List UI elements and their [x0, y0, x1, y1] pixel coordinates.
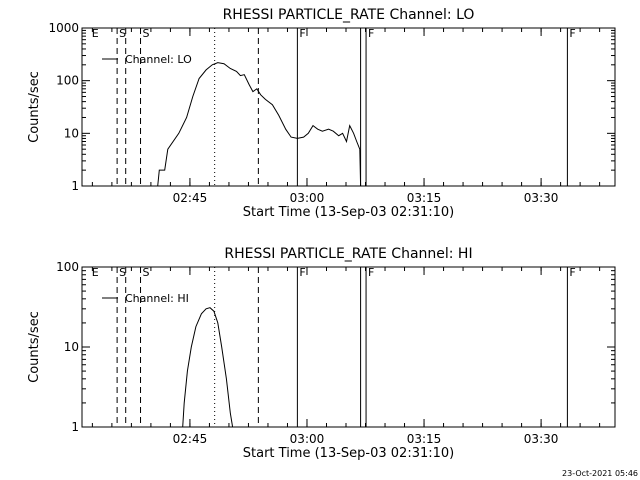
- event-label: F: [368, 27, 374, 40]
- event-label: F: [569, 266, 575, 279]
- event-label: F: [299, 27, 305, 40]
- y-tick-label: 10: [64, 340, 79, 354]
- event-label: S: [119, 27, 126, 40]
- legend-label: Channel: LO: [125, 53, 192, 66]
- plot-frame: [81, 27, 616, 187]
- x-tick-label: 03:15: [407, 432, 442, 446]
- event-label: S: [119, 266, 126, 279]
- event-label: E: [92, 266, 99, 279]
- x-tick-label: 02:45: [173, 191, 208, 205]
- x-tick-label: 03:00: [290, 432, 325, 446]
- y-tick-label: 1000: [48, 21, 79, 35]
- print-timestamp: 23-Oct-2021 05:46: [562, 469, 638, 478]
- event-label: F: [368, 266, 374, 279]
- y-tick-label: 1: [71, 179, 79, 193]
- event-label: S: [143, 27, 150, 40]
- x-axis-label: Start Time (13-Sep-03 02:31:10): [243, 205, 454, 220]
- x-tick-label: 03:30: [524, 432, 559, 446]
- series-line: [140, 62, 362, 187]
- chart-title: RHESSI PARTICLE_RATE Channel: HI: [224, 246, 472, 262]
- y-tick-label: 10: [64, 126, 79, 140]
- x-axis-label: Start Time (13-Sep-03 02:31:10): [243, 446, 454, 461]
- panel-hi: RHESSI PARTICLE_RATE Channel: HI 1 10 100 02…: [27, 246, 616, 461]
- chart-title: RHESSI PARTICLE_RATE Channel: LO: [223, 7, 475, 23]
- event-label: S: [143, 266, 150, 279]
- panel-lo: RHESSI PARTICLE_RATE Channel: LO 1 10 100 10…: [27, 7, 616, 220]
- event-label: E: [92, 27, 99, 40]
- y-axis-label: Counts/sec: [27, 71, 42, 143]
- x-tick-label: 03:00: [290, 191, 325, 205]
- y-axis-label: Counts/sec: [27, 311, 42, 383]
- x-tick-label: 03:15: [407, 191, 442, 205]
- x-tick-label: 03:30: [524, 191, 559, 205]
- y-tick-label: 100: [56, 74, 79, 88]
- y-tick-label: 1: [71, 420, 79, 434]
- event-label: F: [569, 27, 575, 40]
- plot-frame: [81, 266, 616, 428]
- legend-label: Channel: HI: [125, 292, 189, 305]
- series-line: [182, 307, 234, 428]
- x-tick-label: 02:45: [173, 432, 208, 446]
- event-label: F: [299, 266, 305, 279]
- y-tick-label: 100: [56, 260, 79, 274]
